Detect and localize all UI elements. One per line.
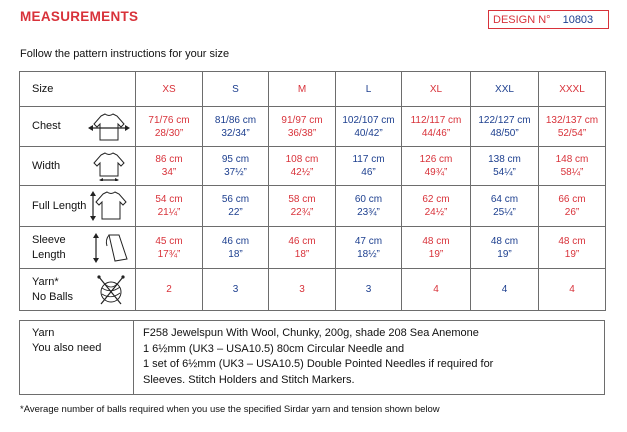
yarn-balls-xxl: 4 — [470, 268, 539, 311]
row-label-chest: Chest — [19, 106, 136, 147]
also-need-heading: You also need — [32, 342, 102, 354]
size-s: S — [202, 71, 269, 107]
size-xxxl: XXXL — [538, 71, 606, 107]
yarn-balls-label: Yarn* No Balls — [32, 275, 73, 303]
instructions-text: Follow the pattern instructions for your… — [20, 48, 230, 60]
sleeve-length-row: Sleeve Length 45 cm 17¾” 46 cm 18” 46 cm 18”… — [19, 226, 606, 269]
yarn-balls-row: Yarn* No Balls 2 3 3 3 4 — [19, 268, 606, 311]
full-length-xl: 62 cm 24½” — [401, 185, 471, 227]
size-xxl: XXL — [470, 71, 539, 107]
full-length-s: 56 cm 22” — [202, 185, 269, 227]
size-m: M — [268, 71, 336, 107]
yarn-ball-needles-icon — [91, 274, 131, 306]
width-s: 95 cm 37½” — [202, 146, 269, 186]
design-label: DESIGN N° — [493, 13, 551, 26]
chest-label: Chest — [32, 120, 61, 132]
sweater-width-icon — [87, 151, 131, 181]
stitch-holders-line: Sleeves. Stitch Holders and Stitch Marke… — [143, 373, 355, 386]
width-xl: 126 cm 49¾” — [401, 146, 471, 186]
sleeve-length-xl: 48 cm 19” — [401, 226, 471, 269]
sleeve-length-xxxl: 48 cm 19” — [538, 226, 606, 269]
size-l: L — [335, 71, 402, 107]
chest-s: 81/86 cm 32/34” — [202, 106, 269, 147]
chest-xl: 112/117 cm 44/46” — [401, 106, 471, 147]
width-m: 108 cm 42½” — [268, 146, 336, 186]
chest-xxl: 122/127 cm 48/50” — [470, 106, 539, 147]
sleeve-length-icon — [91, 232, 131, 264]
design-number: 10803 — [562, 13, 594, 26]
sleeve-length-s: 46 cm 18” — [202, 226, 269, 269]
full-length-m: 58 cm 22¾” — [268, 185, 336, 227]
dpn-needles-line: 1 set of 6½mm (UK3 – USA10.5) Double Poi… — [143, 358, 494, 370]
footnote: *Average number of balls required when y… — [20, 404, 440, 415]
chest-m: 91/97 cm 36/38” — [268, 106, 336, 147]
yarn-heading: Yarn — [32, 327, 55, 339]
size-xl: XL — [401, 71, 471, 107]
design-number-box: DESIGN N° 10803 — [488, 10, 609, 29]
sweater-length-icon — [89, 190, 131, 222]
page-title: MEASUREMENTS — [20, 9, 139, 24]
materials-details: F258 Jewelspun With Wool, Chunky, 200g, … — [134, 321, 604, 399]
yarn-balls-s: 3 — [202, 268, 269, 311]
full-length-xxl: 64 cm 25¼” — [470, 185, 539, 227]
sleeve-length-m: 46 cm 18” — [268, 226, 336, 269]
materials-labels: Yarn You also need — [20, 321, 134, 394]
sleeve-length-label: Sleeve Length — [32, 233, 66, 261]
width-xxl: 138 cm 54¼” — [470, 146, 539, 186]
yarn-balls-m: 3 — [268, 268, 336, 311]
sweater-chest-icon — [87, 112, 131, 142]
sleeve-length-xxl: 48 cm 19” — [470, 226, 539, 269]
yarn-balls-xl: 4 — [401, 268, 471, 311]
full-length-label: Full Length — [32, 199, 87, 212]
chest-xs: 71/76 cm 28/30” — [135, 106, 203, 147]
row-label-full-length: Full Length — [19, 185, 136, 227]
yarn-description: F258 Jewelspun With Wool, Chunky, 200g, … — [143, 327, 479, 339]
width-label: Width — [32, 159, 61, 172]
full-length-xxxl: 66 cm 26” — [538, 185, 606, 227]
size-header-row: Size XS S M L XL XXL XXXL — [19, 71, 606, 107]
chest-row: Chest 71/76 cm 28/30” 81/86 cm 32/34” 91/9… — [19, 106, 606, 147]
width-xxxl: 148 cm 58¼” — [538, 146, 606, 186]
chest-l: 102/107 cm 40/42” — [335, 106, 402, 147]
circular-needle-line: 1 6½mm (UK3 – USA10.5) 80cm Circular Nee… — [143, 342, 405, 355]
measurements-table: Size XS S M L XL XXL XXXL Chest 71/76 — [19, 71, 606, 311]
full-length-xs: 54 cm 21¼” — [135, 185, 203, 227]
yarn-balls-l: 3 — [335, 268, 402, 311]
row-label-sleeve-length: Sleeve Length — [19, 226, 136, 269]
full-length-l: 60 cm 23¾” — [335, 185, 402, 227]
sleeve-length-l: 47 cm 18½” — [335, 226, 402, 269]
width-row: Width 86 cm 34” 95 cm 37½” 108 cm 42½” 117 … — [19, 146, 606, 186]
width-xs: 86 cm 34” — [135, 146, 203, 186]
row-label-yarn: Yarn* No Balls — [19, 268, 136, 311]
full-length-row: Full Length 54 cm 21¼” 56 cm 22” 58 cm 22¾”… — [19, 185, 606, 227]
size-xs: XS — [135, 71, 203, 107]
yarn-balls-xxxl: 4 — [538, 268, 606, 311]
materials-box: Yarn You also need F258 Jewelspun With W… — [19, 320, 605, 395]
size-label: Size — [19, 71, 136, 107]
sleeve-length-xs: 45 cm 17¾” — [135, 226, 203, 269]
chest-xxxl: 132/137 cm 52/54” — [538, 106, 606, 147]
width-l: 117 cm 46” — [335, 146, 402, 186]
yarn-balls-xs: 2 — [135, 268, 203, 311]
row-label-width: Width — [19, 146, 136, 186]
